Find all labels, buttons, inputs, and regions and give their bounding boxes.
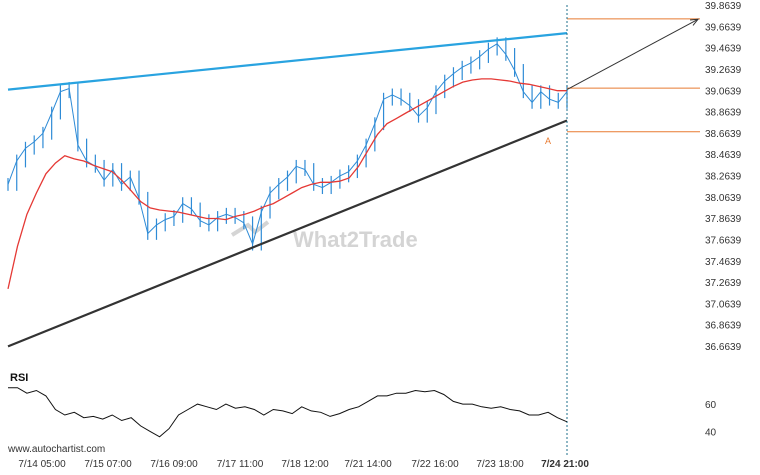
rsi-label: RSI	[10, 372, 28, 384]
rsi-tick-label: 40	[705, 427, 717, 438]
projection-arrow-line	[566, 18, 699, 91]
y-tick-label: 36.8639	[705, 321, 742, 332]
upper-trend-line	[7, 32, 568, 91]
watermark: What2Trade	[230, 220, 418, 252]
x-tick-label: 7/15 07:00	[84, 459, 132, 470]
x-axis: 7/14 05:00 7/15 07:00 7/16 09:00 7/17 11:00…	[18, 459, 589, 470]
y-tick-label: 38.6639	[705, 129, 742, 140]
x-tick-label: 7/24 21:00	[541, 459, 589, 470]
y-tick-label: 36.6639	[705, 342, 742, 353]
y-tick-label: 37.2639	[705, 278, 742, 289]
x-tick-label: 7/17 11:00	[217, 459, 264, 470]
price-line	[7, 43, 568, 246]
y-tick-label: 38.0639	[705, 193, 742, 204]
moving-average-line	[7, 78, 567, 290]
y-tick-label: 39.4639	[705, 44, 742, 55]
footer-source: www.autochartist.com	[7, 444, 105, 455]
y-tick-label: 39.8639	[705, 1, 742, 12]
watermark-logo-icon	[230, 220, 270, 237]
projection-arrow-head	[690, 18, 700, 26]
rsi-panel: RSI 60 40	[8, 372, 717, 438]
rsi-tick-label: 60	[705, 400, 717, 411]
x-tick-label: 7/14 05:00	[18, 459, 66, 470]
x-tick-label: 7/16 09:00	[150, 459, 198, 470]
rsi-line	[8, 387, 568, 438]
x-tick-label: 7/22 16:00	[411, 459, 459, 470]
y-tick-label: 37.6639	[705, 235, 742, 246]
x-tick-label: 7/18 12:00	[281, 459, 329, 470]
y-tick-label: 37.4639	[705, 257, 742, 268]
price-plot: A	[7, 5, 700, 455]
x-tick-label: 7/21 14:00	[344, 459, 392, 470]
pattern-point-label: A	[545, 136, 551, 146]
y-tick-label: 39.6639	[705, 22, 742, 33]
lower-trend-line	[7, 119, 568, 348]
y-tick-label: 39.2639	[705, 65, 742, 76]
y-tick-label: 38.4639	[705, 150, 742, 161]
y-tick-label: 38.8639	[705, 108, 742, 119]
y-tick-label: 39.0639	[705, 86, 742, 97]
y-axis: 39.8639 39.6639 39.4639 39.2639 39.0639 38.86…	[705, 1, 742, 353]
watermark-text: What2Trade	[293, 227, 418, 252]
y-tick-label: 38.2639	[705, 172, 742, 183]
y-tick-label: 37.8639	[705, 214, 742, 225]
y-tick-label: 37.0639	[705, 299, 742, 310]
x-tick-label: 7/23 18:00	[476, 459, 524, 470]
